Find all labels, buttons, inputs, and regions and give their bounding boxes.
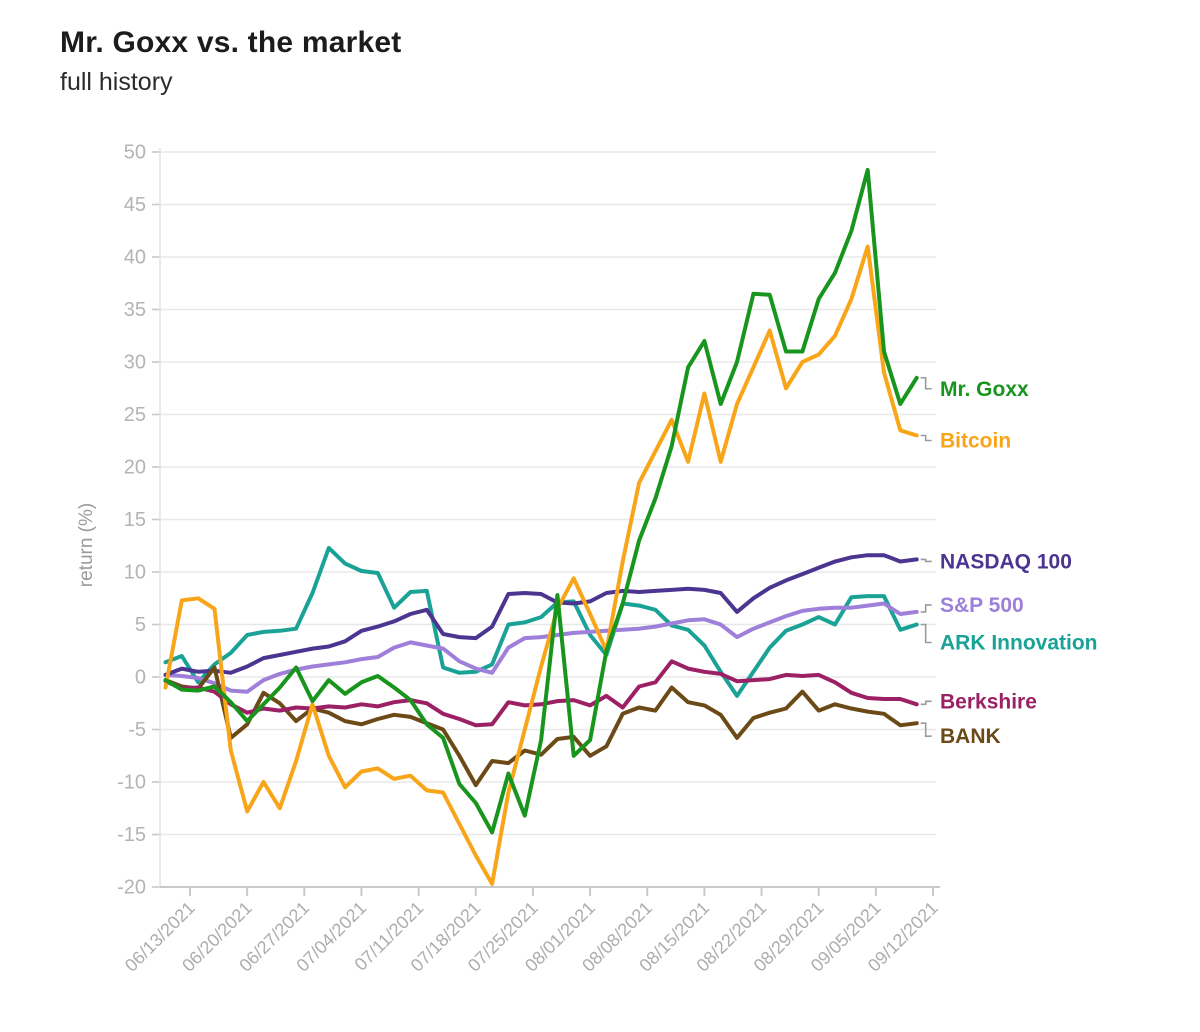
y-tick-label: -20: [117, 877, 146, 899]
y-tick-label: 30: [124, 352, 146, 374]
series-line-berkshire: [163, 659, 919, 728]
legend-connector-bank: [920, 722, 932, 738]
y-tick-label: 0: [135, 667, 146, 689]
y-tick-label: -15: [117, 824, 146, 846]
legend: Mr. Goxx Bitcoin NASDAQ 100 S&P 500 ARK Inno…: [920, 376, 1098, 748]
legend-label-berkshire: Berkshire: [940, 690, 1037, 713]
series-line-nasdaq-100: [163, 553, 919, 677]
legend-label-s-p-500: S&P 500: [940, 594, 1024, 617]
legend-connector-nasdaq-100: [920, 558, 932, 563]
y-axis-title: return (%): [76, 503, 97, 587]
y-tick-label: -10: [117, 772, 146, 794]
legend-label-mr-goxx: Mr. Goxx: [940, 378, 1029, 401]
y-tick-label: 5: [135, 614, 146, 636]
legend-label-bank: BANK: [940, 725, 1001, 748]
series-line-mr-goxx: [163, 167, 919, 835]
series-line-ark-innovation: [163, 545, 919, 698]
legend-connector-bitcoin: [920, 434, 932, 442]
legend-label-ark-innovation: ARK Innovation: [940, 632, 1098, 655]
series-line-bank: [163, 665, 919, 788]
legend-connector-ark-innovation: [920, 623, 932, 644]
legend-connector-berkshire: [920, 700, 932, 706]
y-tick-label: 15: [124, 509, 146, 531]
legend-connector-s-p-500: [920, 604, 932, 613]
page-title: Mr. Goxx vs. the market: [60, 26, 402, 59]
legend-connector-mr-goxx: [920, 376, 932, 390]
chart-header: Mr. Goxx vs. the market full history: [60, 26, 401, 97]
legend-label-bitcoin: Bitcoin: [940, 430, 1011, 453]
y-tick-label: 25: [124, 404, 146, 426]
y-tick-label: 50: [124, 142, 146, 164]
series-lines: [163, 167, 919, 886]
x-axis: 06/13/202106/20/202106/27/202107/04/2021…: [121, 887, 942, 976]
series-line-bitcoin: [163, 244, 919, 886]
y-tick-label: 35: [124, 299, 146, 321]
y-tick-label: 40: [124, 247, 146, 269]
y-tick-label: 20: [124, 457, 146, 479]
page-subtitle: full history: [60, 68, 173, 96]
legend-label-nasdaq-100: NASDAQ 100: [940, 550, 1072, 573]
y-tick-label: 10: [124, 562, 146, 584]
y-tick-label: -5: [128, 719, 146, 741]
y-tick-label: 45: [124, 194, 146, 216]
